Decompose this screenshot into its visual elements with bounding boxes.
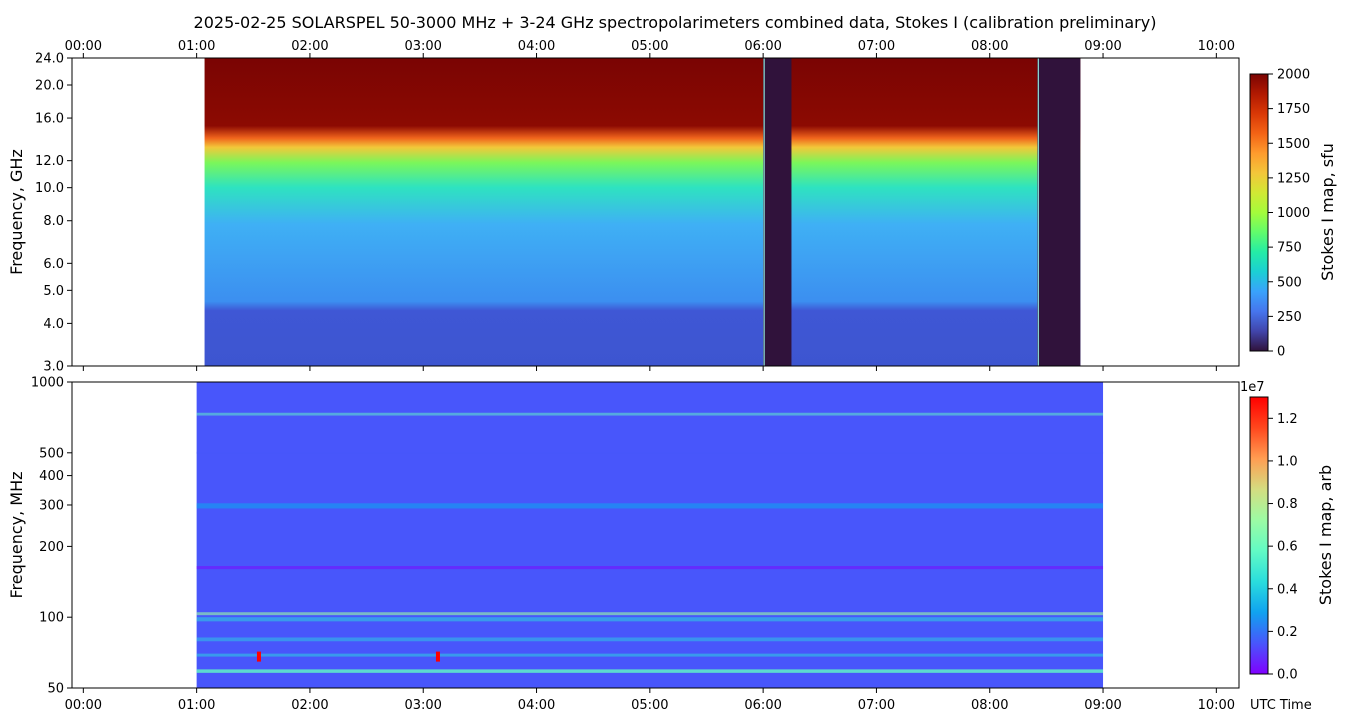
microwave-panel: 24.0 20.0 16.0 12.0 10.0 8.0 6.0 5.0 4.0 3.0 00:0…	[7, 39, 1337, 375]
radio-colorbar: 1.2 1.0 0.8 0.6 0.4 0.2 0.0	[1249, 396, 1298, 683]
radio-band	[196, 503, 1104, 509]
radio-band	[196, 451, 1104, 454]
bottom-x-tick-label: 06:00	[744, 698, 781, 713]
bottom-colorbar-tick-label: 0.8	[1277, 497, 1298, 512]
bottom-x-tick-label: 03:00	[404, 698, 441, 713]
bottom-x-tick-label: 07:00	[858, 698, 895, 713]
top-colorbar-tick-label: 0	[1277, 345, 1285, 360]
top-plot-frame	[71, 57, 1240, 367]
bottom-y-tick-label: 500	[39, 446, 64, 461]
radio-band	[196, 653, 1104, 657]
bottom-x-tick-label: 10:00	[1198, 698, 1235, 713]
bottom-x-axis: 00:00 01:00 02:00 03:00 04:00 05:00 06:00 07:00…	[65, 688, 1235, 713]
top-colorbar-tick-label: 1500	[1277, 137, 1310, 152]
microwave-data-gap	[1037, 58, 1081, 366]
top-x-tick-label: 08:00	[971, 39, 1008, 54]
figure-title: 2025-02-25 SOLARSPEL 50-3000 MHz + 3-24 …	[194, 13, 1157, 32]
radio-band	[196, 412, 1104, 416]
bottom-plot-frame	[71, 381, 1240, 689]
bottom-y-tick-label: 1000	[31, 376, 64, 391]
bottom-x-tick-label: 08:00	[971, 698, 1008, 713]
bottom-y-tick-label: 100	[39, 611, 64, 626]
bottom-colorbar-tick-label: 1.2	[1277, 412, 1298, 427]
top-y-tick-label: 5.0	[43, 284, 64, 299]
top-y-tick-label: 20.0	[35, 79, 64, 94]
top-colorbar-tick-label: 1000	[1277, 206, 1310, 221]
bottom-x-tick-label: 00:00	[65, 698, 102, 713]
bottom-x-tick-label: 09:00	[1084, 698, 1121, 713]
radio-band	[196, 617, 1104, 622]
microwave-colorbar: 2000 1750 1500 1250 1000 750 500 250 0	[1249, 68, 1310, 360]
top-colorbar-gradient	[1249, 73, 1269, 352]
bottom-colorbar-tick-label: 0.2	[1277, 625, 1298, 640]
radio-band	[196, 566, 1104, 570]
bottom-x-tick-label: 01:00	[178, 698, 215, 713]
top-x-tick-label: 07:00	[858, 39, 895, 54]
x-axis-unit-label: UTC Time	[1250, 698, 1312, 713]
radio-band	[196, 669, 1104, 673]
top-colorbar-tick-label: 250	[1277, 310, 1302, 325]
bottom-y-axis-label: Frequency, MHz	[7, 471, 26, 598]
top-colorbar-tick-label: 1750	[1277, 102, 1310, 117]
top-y-axis: 24.0 20.0 16.0 12.0 10.0 8.0 6.0 5.0 4.0 3.0	[35, 52, 72, 375]
bottom-y-tick-label: 300	[39, 498, 64, 513]
top-y-axis-label: Frequency, GHz	[7, 149, 26, 275]
bottom-x-tick-label: 05:00	[631, 698, 668, 713]
bottom-y-tick-label: 50	[47, 682, 64, 697]
top-y-tick-label: 3.0	[43, 360, 64, 375]
top-x-tick-label: 02:00	[291, 39, 328, 54]
top-y-tick-label: 24.0	[35, 52, 64, 67]
bottom-x-tick-label: 04:00	[518, 698, 555, 713]
bottom-colorbar-tick-label: 0.4	[1277, 582, 1298, 597]
bottom-y-tick-label: 400	[39, 469, 64, 484]
radio-band	[196, 612, 1104, 616]
top-x-tick-label: 05:00	[631, 39, 668, 54]
top-x-tick-label: 03:00	[404, 39, 441, 54]
radio-burst	[256, 651, 261, 662]
bottom-colorbar-tick-label: 1.0	[1277, 454, 1298, 469]
top-colorbar-label: Stokes I map, sfu	[1318, 143, 1337, 281]
radio-heatmap	[196, 382, 1104, 688]
top-y-tick-label: 16.0	[35, 112, 64, 127]
bottom-colorbar-label: Stokes I map, arb	[1316, 465, 1335, 605]
top-y-tick-label: 12.0	[35, 154, 64, 169]
top-x-tick-label: 09:00	[1084, 39, 1121, 54]
radio-burst	[435, 651, 440, 662]
microwave-data-gap	[763, 58, 792, 366]
top-x-tick-label: 01:00	[178, 39, 215, 54]
radio-spectrum-fill	[196, 382, 1104, 688]
microwave-heatmap	[204, 58, 1081, 366]
radio-band	[196, 637, 1104, 642]
top-y-tick-label: 4.0	[43, 317, 64, 332]
top-x-tick-label: 00:00	[65, 39, 102, 54]
top-x-tick-label: 06:00	[744, 39, 781, 54]
microwave-spectrum-fill	[204, 58, 1081, 366]
top-y-tick-label: 10.0	[35, 181, 64, 196]
top-colorbar-tick-label: 500	[1277, 275, 1302, 290]
radio-panel: 1000 500 400 300 200 100 50 00:00 01:00 02:00 03:…	[7, 376, 1335, 714]
top-x-tick-label: 10:00	[1198, 39, 1235, 54]
bottom-y-tick-label: 200	[39, 540, 64, 555]
top-colorbar-tick-label: 2000	[1277, 68, 1310, 83]
top-colorbar-tick-label: 1250	[1277, 171, 1310, 186]
top-x-axis: 00:00 01:00 02:00 03:00 04:00 05:00 06:00 07:00…	[65, 39, 1235, 371]
bottom-colorbar-multiplier: 1e7	[1240, 380, 1265, 395]
top-colorbar-tick-label: 750	[1277, 241, 1302, 256]
top-y-tick-label: 8.0	[43, 214, 64, 229]
bottom-x-tick-label: 02:00	[291, 698, 328, 713]
top-x-tick-label: 04:00	[518, 39, 555, 54]
bottom-colorbar-tick-label: 0.6	[1277, 540, 1298, 555]
top-y-tick-label: 6.0	[43, 257, 64, 272]
bottom-colorbar-gradient	[1249, 396, 1269, 675]
bottom-y-axis: 1000 500 400 300 200 100 50	[31, 376, 72, 697]
bottom-colorbar-tick-label: 0.0	[1277, 668, 1298, 683]
